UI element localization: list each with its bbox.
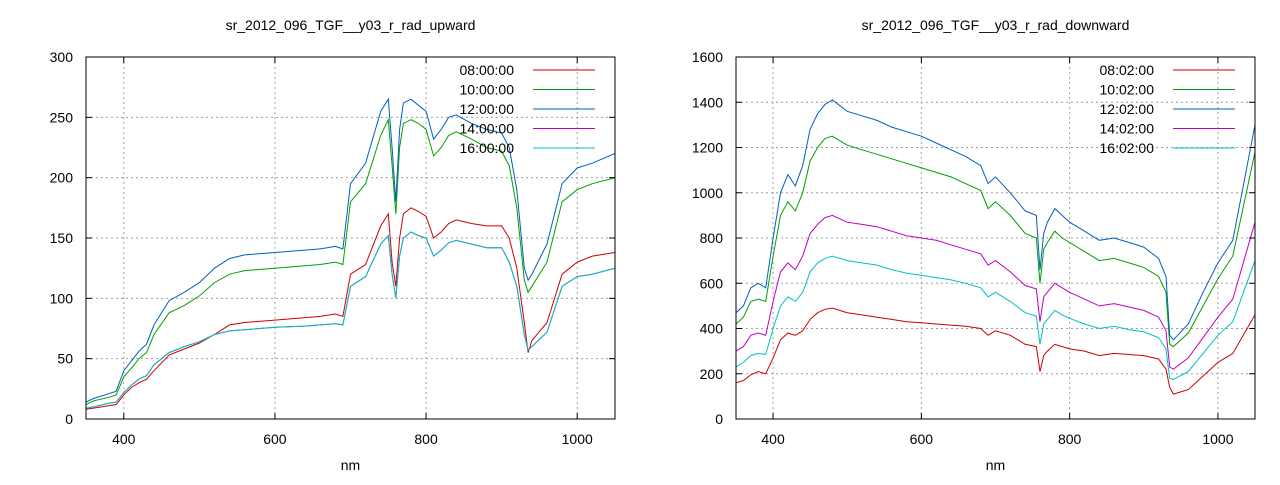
y-tick-label: 400: [700, 321, 724, 337]
legend-label: 10:02:00: [1100, 82, 1155, 98]
series-line-08:02:00: [736, 307, 1255, 395]
chart-title: sr_2012_096_TGF__y03_r_rad_upward: [226, 17, 476, 33]
chart-panel-0: sr_2012_096_TGF__y03_r_rad_upward 0 50 100 1…: [50, 17, 616, 473]
legend-label: 16:02:00: [1100, 140, 1155, 156]
series-line-12:00:00: [86, 97, 615, 403]
series-line-12:02:00: [736, 99, 1255, 341]
y-tick-label: 200: [50, 170, 74, 186]
legend-label: 12:02:00: [1100, 101, 1155, 117]
x-axis-label: nm: [341, 457, 360, 473]
series-line-16:00:00: [86, 231, 615, 409]
x-tick-label: 1000: [1202, 431, 1233, 447]
series-line-10:00:00: [86, 117, 615, 405]
series-line-08:00:00: [86, 207, 615, 410]
x-axis-label: nm: [986, 457, 1005, 473]
series-line-10:02:00: [736, 135, 1255, 348]
chart-panel-1: sr_2012_096_TGF__y03_r_rad_downward 0 200 4…: [692, 17, 1256, 473]
y-tick-label: 200: [700, 366, 724, 382]
plot-frame: [85, 56, 616, 420]
x-tick-label: 800: [414, 431, 438, 447]
legend-label: 12:00:00: [460, 101, 515, 117]
y-tick-label: 800: [700, 230, 724, 246]
y-tick-label: 1000: [692, 185, 723, 201]
y-tick-label: 300: [50, 49, 74, 65]
series-line-16:02:00: [736, 255, 1255, 380]
y-tick-label: 0: [65, 411, 73, 427]
y-tick-label: 0: [715, 411, 723, 427]
y-tick-label: 50: [57, 351, 73, 367]
x-tick-label: 400: [112, 431, 136, 447]
chart-title: sr_2012_096_TGF__y03_r_rad_downward: [862, 17, 1130, 33]
y-tick-label: 1200: [692, 140, 723, 156]
y-tick-label: 1400: [692, 94, 723, 110]
series-group: [736, 99, 1255, 395]
series-line-14:00:00: [86, 231, 615, 409]
y-tick-label: 1600: [692, 49, 723, 65]
x-tick-label: 800: [1058, 431, 1082, 447]
legend-label: 10:00:00: [460, 82, 515, 98]
x-tick-label: 1000: [562, 431, 593, 447]
x-tick-label: 600: [263, 431, 287, 447]
y-tick-label: 250: [50, 109, 74, 125]
legend-label: 14:02:00: [1100, 121, 1155, 137]
legend-label: 14:00:00: [460, 121, 515, 137]
x-tick-label: 600: [910, 431, 934, 447]
legend-label: 16:00:00: [460, 140, 515, 156]
series-group: [86, 97, 615, 410]
x-tick-label: 400: [761, 431, 785, 447]
y-tick-label: 600: [700, 275, 724, 291]
y-tick-label: 150: [50, 230, 74, 246]
legend-label: 08:00:00: [460, 62, 515, 78]
y-tick-label: 100: [50, 290, 74, 306]
series-line-14:02:00: [736, 214, 1255, 370]
legend-label: 08:02:00: [1100, 62, 1155, 78]
